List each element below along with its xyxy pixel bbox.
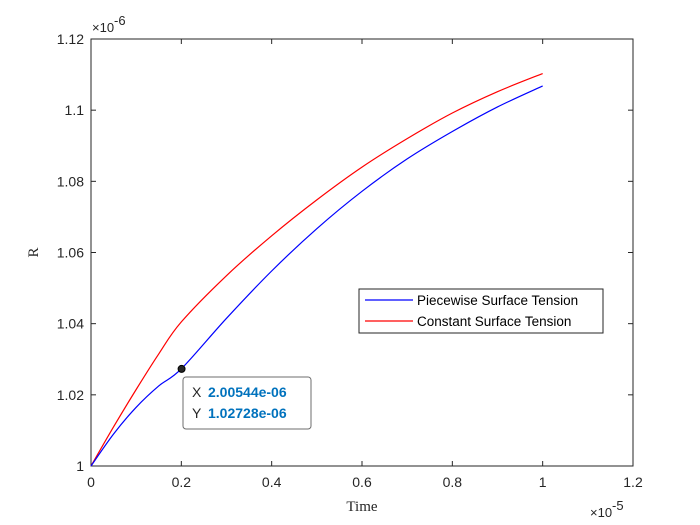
legend[interactable]: Piecewise Surface Tension Constant Surfa… bbox=[358, 288, 604, 334]
x-axis-multiplier: ×10 -5 bbox=[590, 498, 624, 520]
axes[interactable]: 0 0.2 0.4 0.6 0.8 1 1.2 1 1.02 1.04 1.06 1.08 1.1 1.… bbox=[57, 31, 643, 490]
y-multiplier-base: ×10 bbox=[92, 20, 114, 35]
y-tick-label: 1.12 bbox=[57, 31, 84, 47]
series-line-constant[interactable] bbox=[90, 72, 543, 467]
x-tick-label: 0 bbox=[87, 474, 95, 490]
data-tip-x-value: 2.00544e-06 bbox=[208, 384, 287, 400]
data-tip-marker[interactable] bbox=[177, 364, 186, 373]
y-tick-label: 1.04 bbox=[57, 316, 84, 332]
y-tick-label: 1 bbox=[76, 458, 84, 474]
x-tick-label: 0.8 bbox=[443, 474, 463, 490]
x-tick-label: 1.2 bbox=[623, 474, 643, 490]
y-tick-labels: 1 1.02 1.04 1.06 1.08 1.1 1.12 bbox=[57, 31, 84, 474]
tick-marks bbox=[90, 38, 634, 467]
y-multiplier-exponent: -6 bbox=[114, 13, 126, 28]
data-tip-y-value: 1.02728e-06 bbox=[208, 405, 287, 421]
data-tip-x-label: X bbox=[192, 384, 202, 400]
data-tip-y-label: Y bbox=[192, 405, 202, 421]
x-tick-label: 1 bbox=[539, 474, 547, 490]
y-tick-label: 1.02 bbox=[57, 387, 84, 403]
data-tip[interactable]: X 2.00544e-06 Y 1.02728e-06 bbox=[177, 364, 312, 430]
x-multiplier-base: ×10 bbox=[590, 505, 612, 520]
legend-box bbox=[358, 288, 604, 334]
x-multiplier-exponent: -5 bbox=[612, 498, 624, 513]
x-tick-label: 0.2 bbox=[172, 474, 192, 490]
x-axis-label: Time bbox=[346, 499, 377, 515]
x-tick-label: 0.4 bbox=[262, 474, 282, 490]
data-tip-box[interactable] bbox=[182, 376, 312, 430]
y-axis-label: R bbox=[26, 247, 42, 257]
series-line-piecewise[interactable] bbox=[90, 85, 543, 467]
legend-entry-constant: Constant Surface Tension bbox=[417, 314, 571, 329]
legend-entry-piecewise: Piecewise Surface Tension bbox=[417, 293, 578, 308]
x-tick-labels: 0 0.2 0.4 0.6 0.8 1 1.2 bbox=[87, 474, 643, 490]
x-tick-label: 0.6 bbox=[352, 474, 372, 490]
y-tick-label: 1.06 bbox=[57, 245, 84, 261]
plot-area[interactable] bbox=[90, 38, 634, 467]
series-lines[interactable] bbox=[90, 72, 543, 467]
y-axis-multiplier: ×10 -6 bbox=[92, 13, 126, 35]
y-tick-label: 1.1 bbox=[65, 102, 85, 118]
y-tick-label: 1.08 bbox=[57, 173, 84, 189]
